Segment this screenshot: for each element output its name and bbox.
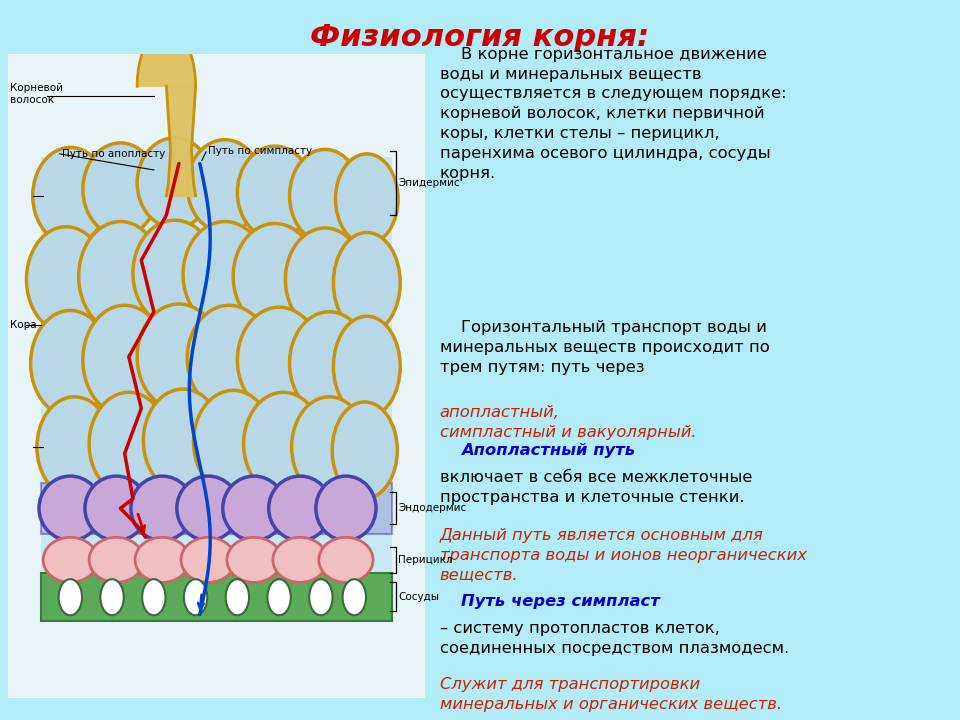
Ellipse shape <box>227 537 281 582</box>
Text: апопластный,
симпластный и вакуолярный.: апопластный, симпластный и вакуолярный. <box>440 405 696 440</box>
Ellipse shape <box>332 402 397 499</box>
Text: Путь по апопласту: Путь по апопласту <box>62 149 165 159</box>
Ellipse shape <box>36 397 112 498</box>
Text: Эпидермис: Эпидермис <box>398 178 460 188</box>
Ellipse shape <box>285 228 365 331</box>
Ellipse shape <box>333 233 400 333</box>
Text: включает в себя все межклеточные
пространства и клеточные стенки.: включает в себя все межклеточные простра… <box>440 470 752 505</box>
Ellipse shape <box>237 146 313 239</box>
Ellipse shape <box>43 537 98 582</box>
Ellipse shape <box>183 222 267 327</box>
Ellipse shape <box>89 537 143 582</box>
Ellipse shape <box>84 476 148 541</box>
Circle shape <box>268 579 291 616</box>
Text: Служит для транспортировки
минеральных и органических веществ.: Служит для транспортировки минеральных и… <box>440 677 781 711</box>
Circle shape <box>101 579 124 616</box>
Text: Сосуды: Сосуды <box>398 592 439 602</box>
Bar <box>41 482 392 534</box>
Ellipse shape <box>31 310 110 416</box>
Text: Физиология корня:: Физиология корня: <box>310 23 650 52</box>
Ellipse shape <box>137 138 212 228</box>
Ellipse shape <box>131 476 194 541</box>
Text: Путь через симпласт: Путь через симпласт <box>461 594 660 609</box>
Ellipse shape <box>39 476 102 541</box>
Circle shape <box>226 579 249 616</box>
Ellipse shape <box>33 148 108 244</box>
Ellipse shape <box>233 223 317 329</box>
Text: Данный путь является основным для
транспорта воды и ионов неорганических
веществ: Данный путь является основным для трансп… <box>440 528 806 582</box>
Ellipse shape <box>177 476 239 541</box>
Text: – систему протопластов клеток,
соединенных посредством плазмодесм.: – систему протопластов клеток, соединенн… <box>440 621 789 656</box>
Text: Кора: Кора <box>10 320 36 330</box>
Ellipse shape <box>335 154 398 244</box>
Text: Горизонтальный транспорт воды и
минеральных веществ происходит по
трем путям: пу: Горизонтальный транспорт воды и минераль… <box>440 320 769 375</box>
Ellipse shape <box>89 392 168 495</box>
Ellipse shape <box>187 140 262 233</box>
Circle shape <box>142 579 165 616</box>
Ellipse shape <box>83 305 166 415</box>
Circle shape <box>59 579 82 616</box>
Ellipse shape <box>143 389 223 492</box>
Text: Путь по симпласту: Путь по симпласту <box>208 145 312 156</box>
Circle shape <box>184 579 207 616</box>
Ellipse shape <box>133 220 217 326</box>
Ellipse shape <box>27 227 106 333</box>
Ellipse shape <box>187 305 271 411</box>
Ellipse shape <box>83 143 158 235</box>
Circle shape <box>343 579 366 616</box>
Text: Корневой
волосок: Корневой волосок <box>10 83 62 104</box>
FancyBboxPatch shape <box>41 157 392 621</box>
Polygon shape <box>137 28 196 86</box>
Text: Перицикл: Перицикл <box>398 555 453 565</box>
Ellipse shape <box>290 149 361 242</box>
Ellipse shape <box>244 392 323 495</box>
Text: Апопластный путь: Апопластный путь <box>461 443 635 458</box>
Ellipse shape <box>319 537 373 582</box>
Ellipse shape <box>290 312 369 415</box>
Ellipse shape <box>181 537 235 582</box>
Circle shape <box>309 579 332 616</box>
Ellipse shape <box>237 307 321 413</box>
Ellipse shape <box>292 397 367 498</box>
Ellipse shape <box>269 476 331 541</box>
Text: Эндодермис: Эндодермис <box>398 503 467 513</box>
Ellipse shape <box>333 316 400 417</box>
FancyBboxPatch shape <box>8 54 425 698</box>
Ellipse shape <box>194 390 273 493</box>
Text: В корне горизонтальное движение
воды и минеральных веществ
осуществляется в след: В корне горизонтальное движение воды и м… <box>440 47 786 181</box>
Ellipse shape <box>135 537 189 582</box>
Ellipse shape <box>137 304 221 410</box>
Ellipse shape <box>273 537 327 582</box>
Ellipse shape <box>223 476 285 541</box>
Ellipse shape <box>316 476 376 541</box>
Ellipse shape <box>79 222 162 331</box>
Bar <box>41 572 392 621</box>
